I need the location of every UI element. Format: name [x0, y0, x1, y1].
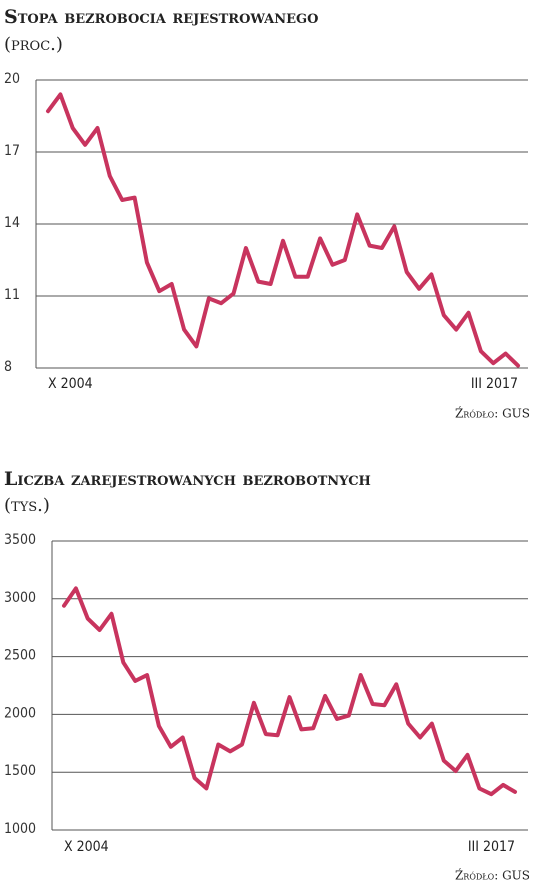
x-tick-label: X 2004 — [48, 376, 93, 392]
y-tick-label: 2500 — [4, 648, 36, 664]
y-tick-label: 3500 — [4, 532, 36, 548]
chart-subtitle: (tys.) — [4, 495, 50, 516]
y-tick-label: 1000 — [4, 821, 36, 837]
x-tick-label: III 2017 — [468, 839, 515, 855]
x-tick-label: X 2004 — [64, 839, 109, 855]
chart-subtitle: (proc.) — [4, 34, 63, 55]
chart-title: Liczba zarejestrowanych bezrobotnych — [4, 468, 371, 490]
y-tick-label: 8 — [4, 359, 12, 375]
source: Źródło: GUS — [455, 406, 530, 421]
source: Źródło: GUS — [455, 868, 530, 883]
data-line — [62, 586, 517, 797]
y-tick-label: 20 — [4, 71, 20, 87]
data-line — [46, 92, 520, 368]
x-tick-label: III 2017 — [471, 376, 518, 392]
y-tick-label: 11 — [4, 287, 20, 303]
y-tick-label: 2000 — [4, 705, 36, 721]
y-tick-label: 14 — [4, 215, 20, 231]
chart-title: Stopa bezrobocia rejestrowanego — [4, 6, 318, 28]
y-tick-label: 1500 — [4, 763, 36, 779]
y-tick-label: 17 — [4, 143, 20, 159]
y-tick-label: 3000 — [4, 590, 36, 606]
